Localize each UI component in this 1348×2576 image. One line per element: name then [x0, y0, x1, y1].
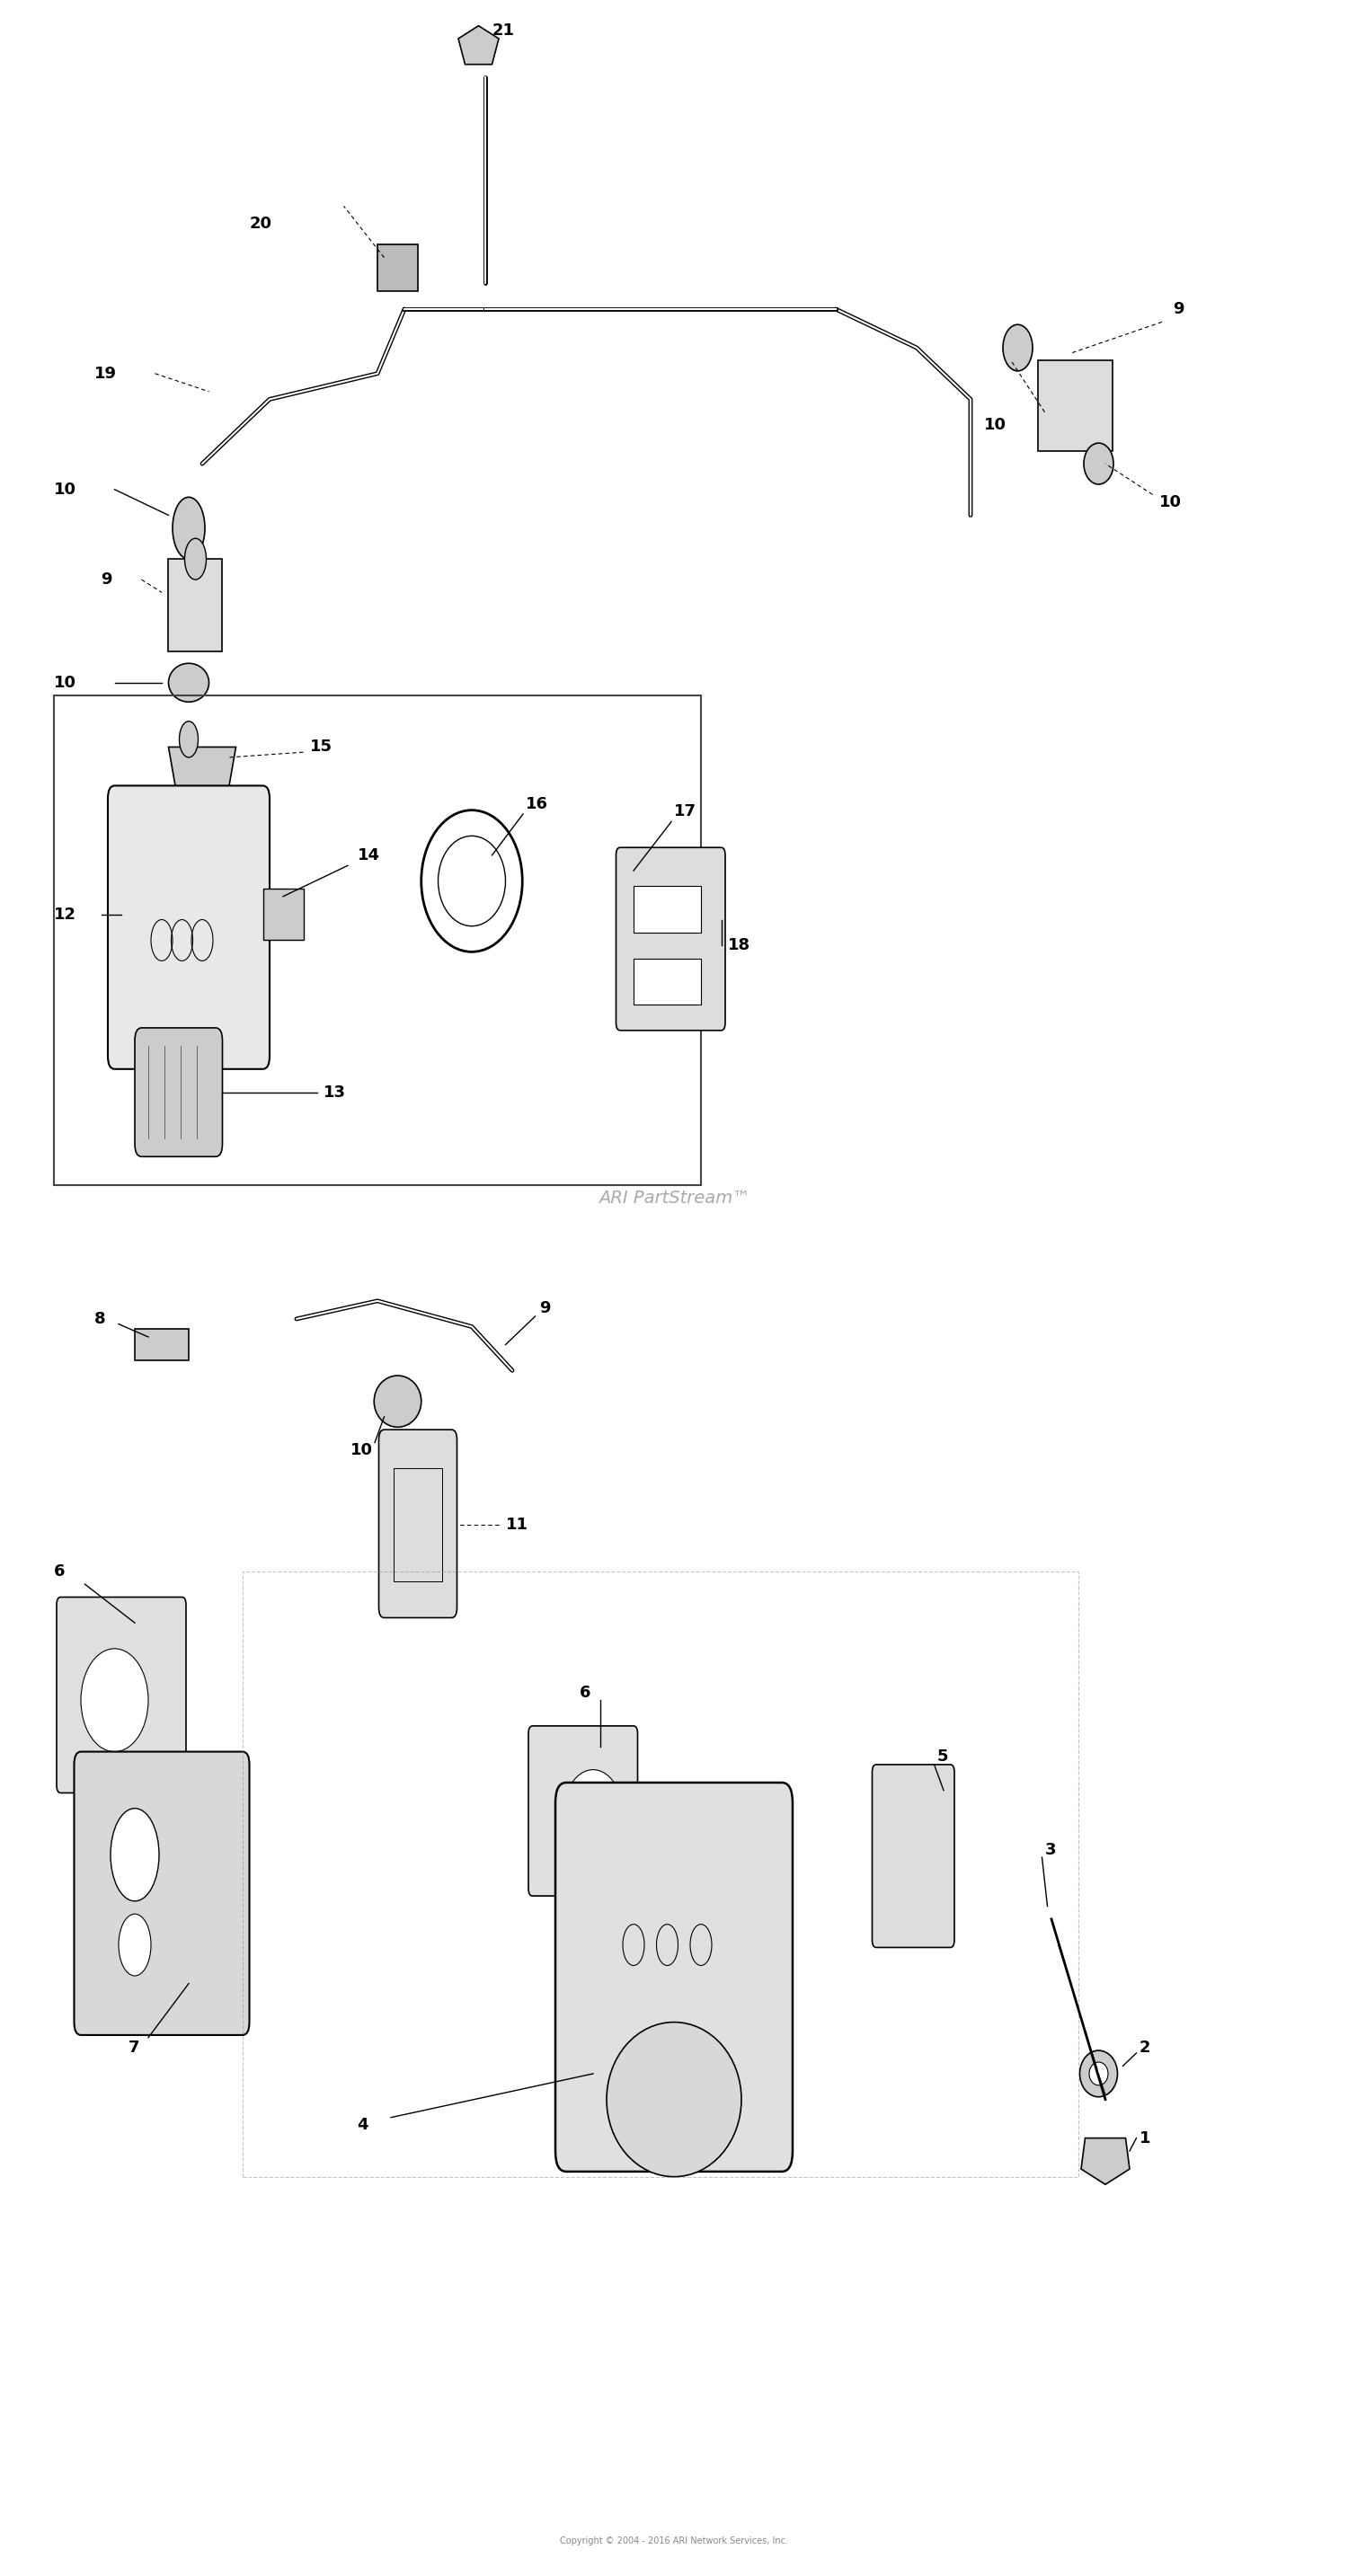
Bar: [168, 559, 222, 652]
Text: 10: 10: [984, 417, 1007, 433]
Text: 20: 20: [249, 216, 272, 232]
Text: 9: 9: [1173, 301, 1184, 317]
Text: 13: 13: [324, 1084, 346, 1100]
Text: 4: 4: [357, 2117, 368, 2133]
Text: 6: 6: [580, 1685, 590, 1700]
Ellipse shape: [563, 1770, 623, 1862]
Text: 6: 6: [54, 1564, 65, 1579]
Bar: [394, 1468, 442, 1582]
Text: 10: 10: [54, 675, 77, 690]
Text: Copyright © 2004 - 2016 ARI Network Services, Inc.: Copyright © 2004 - 2016 ARI Network Serv…: [559, 2537, 789, 2545]
Text: 7: 7: [128, 2040, 139, 2056]
Ellipse shape: [1084, 443, 1113, 484]
Ellipse shape: [168, 665, 209, 703]
Text: 8: 8: [94, 1311, 105, 1327]
Text: 16: 16: [526, 796, 549, 811]
Text: 10: 10: [54, 482, 77, 497]
Circle shape: [185, 538, 206, 580]
Text: 17: 17: [674, 804, 697, 819]
Bar: [1038, 361, 1112, 451]
Bar: [135, 1329, 189, 1360]
FancyBboxPatch shape: [528, 1726, 638, 1896]
Text: 14: 14: [357, 848, 380, 863]
Ellipse shape: [373, 1376, 421, 1427]
Polygon shape: [1081, 2138, 1130, 2184]
Text: 18: 18: [728, 938, 751, 953]
FancyBboxPatch shape: [57, 1597, 186, 1793]
FancyBboxPatch shape: [555, 1783, 793, 2172]
Circle shape: [179, 721, 198, 757]
Bar: [377, 245, 418, 291]
Ellipse shape: [607, 2022, 741, 2177]
Text: 2: 2: [1139, 2040, 1150, 2056]
Ellipse shape: [1003, 325, 1033, 371]
FancyBboxPatch shape: [616, 848, 725, 1030]
FancyBboxPatch shape: [872, 1765, 954, 1947]
Ellipse shape: [1089, 2061, 1108, 2087]
Text: ARI PartStream™: ARI PartStream™: [599, 1190, 749, 1206]
Text: 1: 1: [1139, 2130, 1150, 2146]
FancyBboxPatch shape: [379, 1430, 457, 1618]
Text: 12: 12: [54, 907, 77, 922]
Bar: [54, 696, 701, 1185]
Text: 15: 15: [310, 739, 333, 755]
Bar: [634, 958, 701, 1005]
Bar: [263, 889, 303, 940]
FancyBboxPatch shape: [135, 1028, 222, 1157]
FancyBboxPatch shape: [74, 1752, 249, 2035]
Polygon shape: [458, 26, 499, 64]
Circle shape: [111, 1808, 159, 1901]
Bar: [243, 1571, 1078, 2177]
Text: 21: 21: [492, 23, 515, 39]
Polygon shape: [168, 747, 236, 799]
Text: 5: 5: [937, 1749, 948, 1765]
FancyBboxPatch shape: [108, 786, 270, 1069]
Text: 3: 3: [1045, 1842, 1055, 1857]
Text: 19: 19: [94, 366, 117, 381]
Ellipse shape: [81, 1649, 148, 1752]
Circle shape: [173, 497, 205, 559]
Text: 11: 11: [505, 1517, 528, 1533]
Text: 10: 10: [350, 1443, 373, 1458]
Circle shape: [119, 1914, 151, 1976]
Ellipse shape: [1080, 2050, 1117, 2097]
Text: 10: 10: [1159, 495, 1182, 510]
Text: 9: 9: [101, 572, 112, 587]
Text: 9: 9: [539, 1301, 550, 1316]
Bar: [634, 886, 701, 933]
